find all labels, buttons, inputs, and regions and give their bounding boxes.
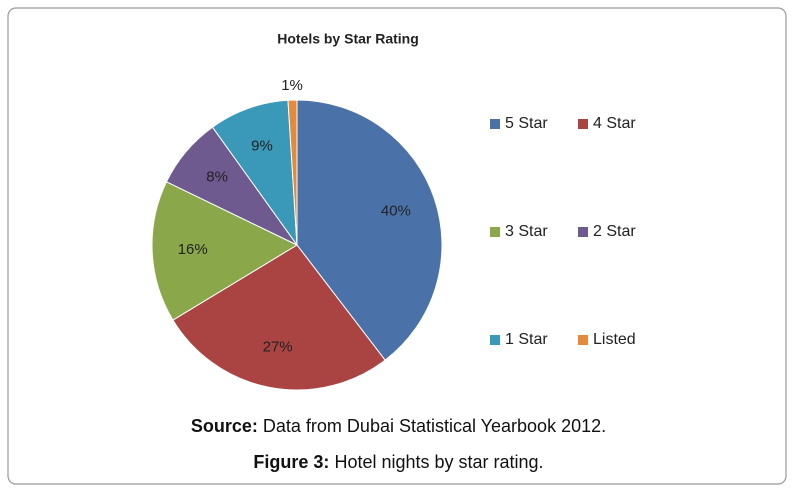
pie-slice xyxy=(211,99,298,247)
legend-label: 4 Star xyxy=(593,115,636,132)
source-text: Data from Dubai Statistical Yearbook 201… xyxy=(262,416,607,436)
data-label: 1% xyxy=(281,77,303,94)
pie-slice xyxy=(296,99,443,361)
source-caption: Source: Data from Dubai Statistical Year… xyxy=(0,416,797,437)
legend-label: 3 Star xyxy=(505,223,548,240)
legend-swatch xyxy=(490,227,500,237)
legend-swatch xyxy=(578,119,588,129)
pie-slice xyxy=(151,181,299,321)
figure-text: Hotel nights by star rating. xyxy=(334,452,544,472)
legend-swatch xyxy=(490,335,500,345)
data-label: 8% xyxy=(206,169,228,186)
pie-slice xyxy=(172,244,386,391)
legend-label: 5 Star xyxy=(505,115,548,132)
figure-label: Figure 3: xyxy=(253,452,330,472)
source-label: Source: xyxy=(190,416,258,436)
legend-swatch xyxy=(578,227,588,237)
data-label: 16% xyxy=(178,241,208,258)
pie-slice xyxy=(287,99,298,246)
figure-caption: Figure 3: Hotel nights by star rating. xyxy=(0,452,797,473)
legend-label: Listed xyxy=(593,331,636,348)
legend-swatch xyxy=(578,335,588,345)
chart-title: Hotels by Star Rating xyxy=(277,31,419,47)
frame xyxy=(7,7,787,485)
legend-swatch xyxy=(490,119,500,129)
data-label: 9% xyxy=(251,138,273,155)
legend-label: 1 Star xyxy=(505,331,548,348)
data-label: 40% xyxy=(381,202,411,219)
data-label: 27% xyxy=(263,339,293,356)
legend-label: 2 Star xyxy=(593,223,636,240)
